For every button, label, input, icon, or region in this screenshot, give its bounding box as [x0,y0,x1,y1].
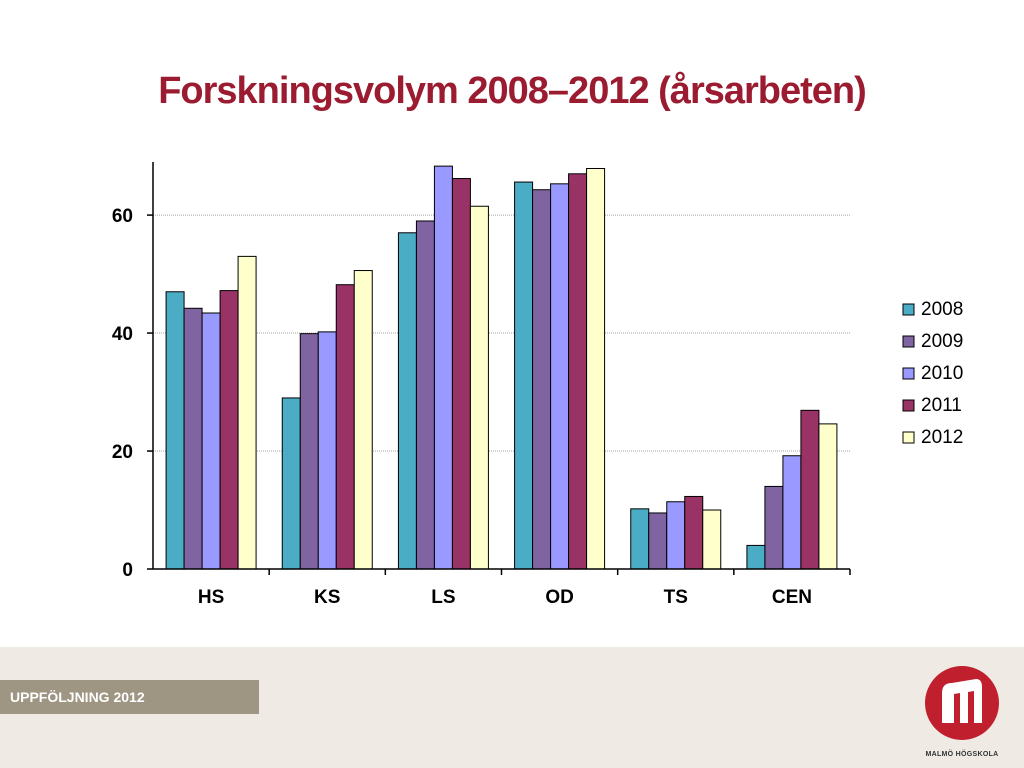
logo-emblem-icon [925,666,999,740]
legend-swatch-2009 [902,335,915,348]
legend-label-2012: 2012 [921,427,963,448]
legend-label-2010: 2010 [921,363,963,384]
malmo-hogskola-logo: MALMÖ HÖGSKOLA [916,659,1008,759]
bar-od-2010 [550,183,570,570]
bar-hs-2010 [201,312,221,570]
bar-hs-2009 [183,307,203,570]
y-tick-label: 20 [112,442,133,463]
x-tick-label: HS [198,587,224,608]
bar-cen-2011 [800,409,820,570]
bar-ls-2010 [433,165,453,570]
bar-ks-2010 [317,331,337,570]
y-tick-label: 0 [122,560,133,581]
bar-ls-2012 [469,205,489,570]
x-tick-label: TS [664,587,688,608]
bar-od-2008 [514,181,534,570]
bar-hs-2011 [219,290,239,570]
legend-swatch-2011 [902,399,915,412]
bar-cen-2008 [746,544,766,570]
bar-ls-2008 [397,232,417,570]
y-tick-label: 60 [112,206,133,227]
bar-ls-2009 [415,220,435,570]
bar-ks-2008 [281,397,301,570]
legend-swatch-2010 [902,367,915,380]
bar-ks-2012 [353,270,373,570]
bar-ts-2008 [630,508,650,570]
x-tick-label: KS [314,587,340,608]
footer-band-label: UPPFÖLJNING 2012 [0,680,259,714]
bar-ts-2012 [702,509,722,570]
x-tick-label: LS [431,587,455,608]
slide-title: Forskningsvolym 2008–2012 (årsarbeten) [158,70,867,112]
bar-od-2012 [586,167,606,570]
footer: UPPFÖLJNING 2012 MALMÖ HÖGSKOLA [0,647,1024,768]
legend-label-2008: 2008 [921,299,963,320]
bar-ts-2009 [648,512,668,570]
legend-label-2009: 2009 [921,331,963,352]
bar-cen-2009 [764,485,784,570]
bar-ts-2010 [666,501,686,570]
bar-hs-2008 [165,291,185,570]
bar-hs-2012 [237,255,257,570]
bar-cen-2012 [818,423,838,570]
legend-swatch-2008 [902,303,915,316]
bar-ks-2011 [335,284,355,570]
bar-ks-2009 [299,333,319,570]
bar-od-2009 [532,189,552,570]
x-tick-label: OD [545,587,574,608]
bar-od-2011 [568,173,588,570]
bar-ts-2011 [684,495,704,570]
x-tick-label: CEN [772,587,812,608]
bar-chart: HS KS LS OD TS CEN 0 20 40 60 2008 2009 2010 2011 2012 [112,162,963,608]
legend-label-2011: 2011 [921,395,962,416]
logo-wordmark: MALMÖ HÖGSKOLA [925,751,999,758]
legend-swatch-2012 [902,431,915,444]
bar-cen-2010 [782,455,802,570]
bar-ls-2011 [451,178,471,570]
y-tick-label: 40 [112,324,133,345]
